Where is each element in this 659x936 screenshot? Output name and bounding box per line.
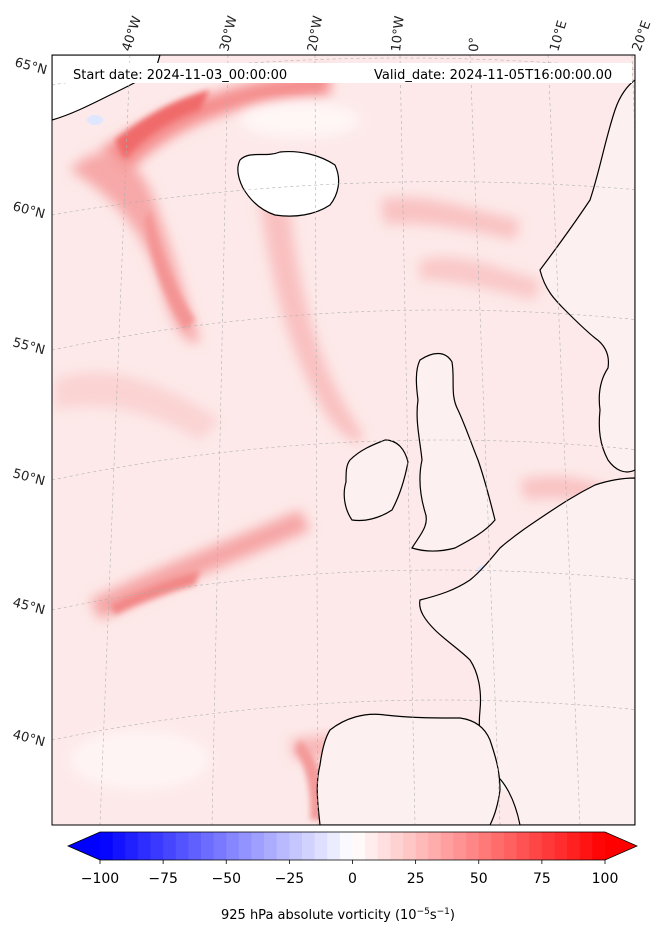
colorbar-bin bbox=[504, 832, 518, 860]
colorbar-tick-label: −100 bbox=[81, 871, 119, 887]
colorbar-bin bbox=[150, 832, 164, 860]
colorbar-bin bbox=[175, 832, 189, 860]
colorbar-tick-label: 0 bbox=[348, 871, 357, 887]
colorbar-bin bbox=[226, 832, 240, 860]
colorbar-bin bbox=[541, 832, 556, 860]
lon-label-20w: 20°W bbox=[305, 15, 326, 53]
latitude-labels: 65°N 60°N 55°N 50°N 45°N 40°N bbox=[11, 55, 49, 750]
colorbar-bin bbox=[491, 832, 505, 860]
colorbar bbox=[67, 831, 638, 861]
great-britain bbox=[411, 352, 496, 552]
coastlines bbox=[52, 55, 635, 825]
colorbar-bin bbox=[466, 832, 480, 860]
colorbar-bin bbox=[390, 832, 404, 860]
longitude-labels: 40°W 30°W 20°W 10°W 0° 10°E 20°E bbox=[120, 14, 655, 53]
lon-label-0: 0° bbox=[467, 37, 483, 52]
colorbar-tick-label: 100 bbox=[592, 871, 619, 887]
colorbar-bin bbox=[289, 832, 303, 860]
valid-date-label: Valid_date: 2024-11-05T16:00:00.00 bbox=[374, 68, 612, 83]
lon-label-10e: 10°E bbox=[547, 19, 570, 53]
colorbar-bin bbox=[567, 832, 581, 860]
colorbar-bin bbox=[188, 832, 202, 860]
colorbar-ticks: −100 −75 −50 −25 0 25 50 75 100 bbox=[81, 860, 619, 887]
colorbar-extend-min-arrow bbox=[68, 832, 100, 860]
colorbar-bin bbox=[327, 832, 341, 860]
colorbar-bin bbox=[201, 832, 215, 860]
lat-label-55n: 55°N bbox=[11, 335, 47, 358]
map-panel bbox=[52, 55, 635, 825]
lon-label-20e: 20°E bbox=[630, 19, 655, 54]
start-date-label: Start date: 2024-11-03_00:00:00 bbox=[73, 68, 287, 83]
colorbar-tick-label: 25 bbox=[407, 871, 425, 887]
colorbar-bin bbox=[365, 832, 379, 860]
colorbar-bin bbox=[112, 832, 126, 860]
colorbar-bin bbox=[302, 832, 316, 860]
lat-label-65n: 65°N bbox=[13, 55, 49, 78]
lat-label-50n: 50°N bbox=[11, 466, 47, 489]
colorbar-bin bbox=[440, 832, 455, 860]
iberia bbox=[316, 713, 501, 825]
colorbar-bin bbox=[516, 832, 530, 860]
colorbar-label: 925 hPa absolute vorticity (10−5s−1) bbox=[221, 907, 455, 923]
colorbar-bin bbox=[213, 832, 227, 860]
colorbar-bin bbox=[428, 832, 442, 860]
colorbar-bin bbox=[592, 832, 606, 860]
lon-label-40w: 40°W bbox=[120, 14, 145, 53]
colorbar-tick-label: −75 bbox=[148, 871, 178, 887]
colorbar-bin bbox=[453, 832, 467, 860]
lat-label-40n: 40°N bbox=[11, 727, 47, 750]
colorbar-tick-label: 75 bbox=[533, 871, 551, 887]
lon-label-30w: 30°W bbox=[217, 14, 240, 53]
lat-label-45n: 45°N bbox=[11, 595, 47, 618]
lat-label-60n: 60°N bbox=[11, 199, 47, 222]
lon-label-10w: 10°W bbox=[389, 15, 408, 52]
colorbar-bin bbox=[163, 832, 177, 860]
colorbar-bin bbox=[415, 832, 429, 860]
colorbar-bin bbox=[529, 832, 543, 860]
colorbar-bin bbox=[554, 832, 568, 860]
colorbar-bin bbox=[125, 832, 139, 860]
iceland bbox=[237, 150, 340, 217]
colorbar-bin bbox=[579, 832, 593, 860]
colorbar-tick-label: −25 bbox=[275, 871, 305, 887]
colorbar-bin bbox=[276, 832, 290, 860]
colorbar-bin bbox=[403, 832, 417, 860]
colorbar-tick-label: −50 bbox=[211, 871, 241, 887]
colorbar-bin bbox=[314, 832, 328, 860]
colorbar-bin bbox=[100, 832, 114, 860]
colorbar-bin bbox=[251, 832, 265, 860]
colorbar-bin bbox=[264, 832, 278, 860]
colorbar-tick-label: 50 bbox=[470, 871, 488, 887]
header-background bbox=[62, 63, 632, 83]
continental-europe bbox=[419, 477, 635, 825]
map-frame bbox=[51, 54, 636, 826]
colorbar-bin bbox=[238, 832, 253, 860]
colorbar-bin bbox=[478, 832, 492, 860]
colorbar-bin bbox=[137, 832, 152, 860]
ireland bbox=[343, 439, 409, 522]
colorbar-bin bbox=[352, 832, 366, 860]
colorbar-bin bbox=[339, 832, 354, 860]
scandinavia bbox=[539, 79, 635, 473]
colorbar-extend-max-arrow bbox=[605, 832, 637, 860]
colorbar-bin bbox=[377, 832, 391, 860]
